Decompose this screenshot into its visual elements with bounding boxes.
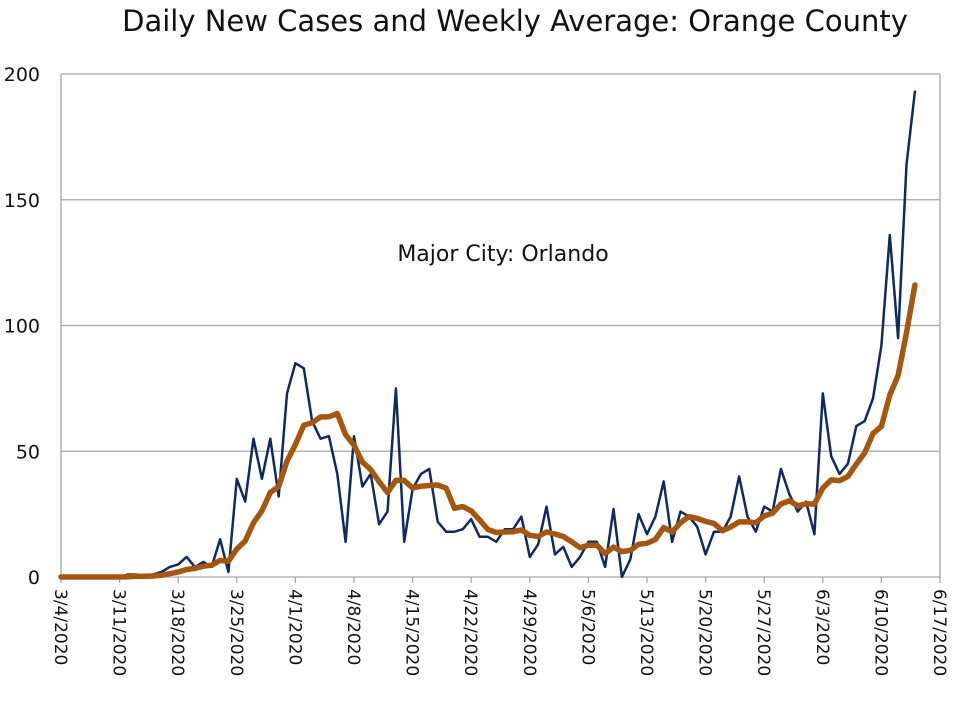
x-tick-label: 6/17/2020: [929, 589, 949, 676]
x-tick-label: 3/4/2020: [50, 589, 70, 665]
x-axis-ticks: 3/4/2020 3/11/2020 3/18/2020 3/25/2020 4/1/2…: [50, 577, 949, 676]
x-tick-label: 5/13/2020: [636, 589, 656, 676]
x-tick-label: 5/6/2020: [577, 589, 597, 665]
x-tick-label: 6/10/2020: [870, 589, 890, 676]
y-tick-label: 100: [4, 316, 40, 338]
x-tick-label: 3/11/2020: [109, 589, 129, 676]
y-tick-label: 200: [4, 64, 40, 86]
x-tick-label: 4/29/2020: [519, 589, 539, 676]
gridlines: [61, 73, 940, 452]
y-tick-label: 50: [16, 441, 40, 463]
x-tick-label: 3/25/2020: [226, 589, 246, 676]
x-tick-label: 4/8/2020: [343, 589, 363, 665]
x-tick-label: 4/22/2020: [460, 589, 480, 676]
x-tick-label: 4/15/2020: [402, 589, 422, 676]
x-tick-label: 6/3/2020: [812, 589, 832, 665]
chart-title: Daily New Cases and Weekly Average: Oran…: [122, 4, 908, 38]
series-lines: [58, 90, 918, 580]
y-tick-label: 0: [28, 567, 40, 589]
annotation-major-city: Major City: Orlando: [397, 242, 608, 267]
weekly-average-line: [58, 282, 918, 580]
y-tick-label: 150: [4, 190, 40, 212]
x-tick-label: 4/1/2020: [284, 589, 304, 665]
x-tick-label: 5/27/2020: [753, 589, 773, 676]
axes: [60, 74, 941, 578]
x-tick-label: 3/18/2020: [167, 589, 187, 676]
x-tick-label: 5/20/2020: [695, 589, 715, 676]
y-axis-ticks: 0 50 100 150 200: [4, 64, 40, 589]
